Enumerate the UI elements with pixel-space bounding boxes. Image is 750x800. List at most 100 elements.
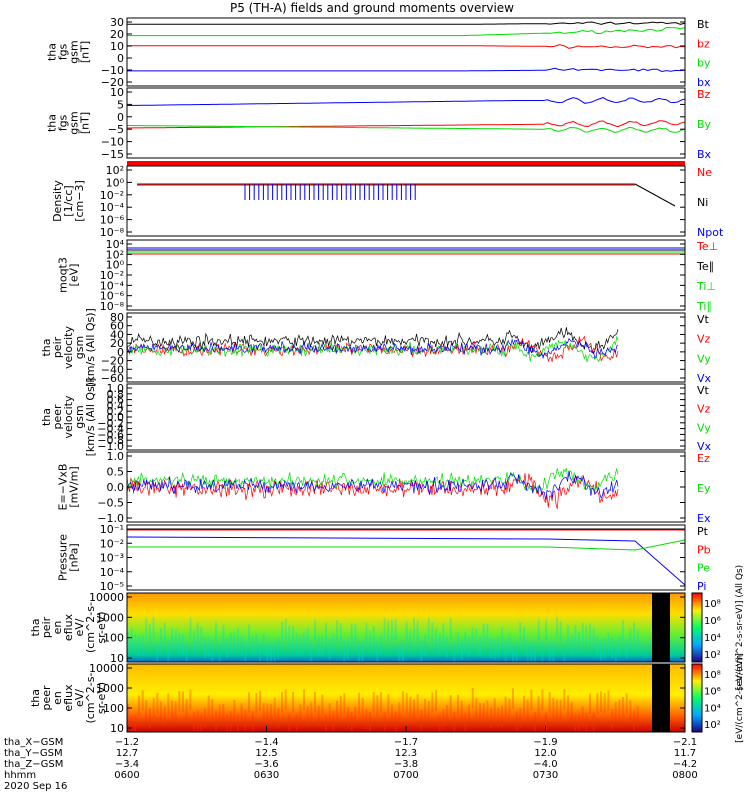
panel-3-marks [137,183,676,207]
spectrogram-streak [277,638,280,660]
spectrogram-streak [380,692,383,713]
legend-Bx: Bx [697,148,712,161]
ytick-label: −15 [101,148,124,161]
legend-Vx: Vx [697,372,712,385]
series-Pe [127,539,685,551]
spectrogram-streak [127,704,129,725]
spectrogram-streak [541,689,544,710]
spectrogram-streak [537,619,540,641]
spectrogram-streak [339,623,342,644]
spectrogram-streak [431,692,434,713]
spectrogram-streak [493,698,496,719]
spectrogram-streak [618,636,621,657]
data-gap [652,664,670,732]
legend-Ez: Ez [697,452,710,465]
spectrogram-streak [361,698,364,719]
spectrogram-streak [394,711,397,732]
spectrogram [127,664,685,732]
spectrogram-streak [508,698,511,720]
spectrogram-streak [512,644,515,662]
spectrogram-streak [262,702,265,724]
legend-Ti∥: Ti∥ [696,300,712,313]
spectrogram-streak [548,692,551,713]
spectrogram-streak [365,622,368,644]
xaxis-value: −3.6 [254,759,278,770]
xaxis-value: 0600 [114,770,139,781]
legend-Te∥: Te∥ [696,260,714,273]
spectrogram-streak [515,642,518,662]
spectrogram-streak [611,709,614,730]
spectrogram-streak [339,695,342,717]
spectrogram-streak [251,711,254,732]
spectrogram-streak [174,701,177,722]
ytick-label: 10 [110,652,124,665]
ytick-label: −0.8 [97,434,124,447]
spectrogram-streak [453,711,456,732]
spectrogram-streak [149,707,152,729]
ytick-label: 10⁻² [100,189,124,202]
colorbar-tick: 10⁴ [704,703,721,714]
xaxis-row-label: tha_Y−GSM [4,748,63,759]
series-black [127,327,619,355]
spectrogram-streak [343,693,346,714]
spectrogram-streak [442,623,445,645]
panel-2-marks [127,97,685,133]
spectrogram-streak [519,707,522,729]
ytick-label: −60 [101,372,124,385]
spectrogram-streak [328,703,331,724]
spectrogram-streak [358,643,361,662]
series-bz [127,44,685,49]
legend-Bz: Bz [697,88,711,101]
spectrogram-streak [409,629,412,650]
legend-Vz: Vz [697,403,711,416]
ylabel: thafgsgsm[nT] [46,111,92,134]
ytick-label: −10 [101,64,124,77]
spectrogram-streak [189,617,192,639]
colorbar-tick: 10⁸ [704,599,721,610]
panel-7-marks [127,467,619,509]
xaxis-value: −1.2 [115,737,139,748]
spectrogram-streak [618,699,621,721]
spectrogram-streak [614,641,617,662]
spectrogram-streak [570,634,573,656]
xaxis-value: 0800 [672,770,697,781]
series-blue [127,470,619,501]
spectrogram-streak [127,631,129,653]
spectrogram-streak [435,690,438,711]
spectrogram-streak [526,699,529,720]
spectrogram-streak [303,689,306,710]
legend-Ti⊥: Ti⊥ [696,280,716,293]
spectrogram-streak [299,634,302,655]
panel-frame [126,165,686,237]
spectrogram-streak [402,691,405,712]
panel-frame [126,87,686,159]
spectrogram-streak [182,691,185,713]
spectrogram-streak [310,701,313,723]
spectrogram-streak [240,703,243,724]
spectrogram-streak [534,712,537,732]
spectrogram-streak [237,714,240,732]
spectrogram-streak [244,709,247,731]
spectrogram-streak [200,627,203,648]
spectrogram-streak [559,699,562,721]
spectrogram-streak [607,632,610,654]
spectrogram-streak [490,707,493,729]
spectrogram-streak [215,710,218,731]
panel-10: 10000 1000 100 10thapeerenefluxeV/(cm^2-s-s… [29,653,745,743]
series-By [127,125,685,133]
spectrogram-streak [152,617,155,639]
spectrogram-streak [424,634,427,656]
spectrogram-streak [387,620,390,642]
spectrogram-streak [299,704,302,725]
spectrogram-streak [519,622,522,643]
ytick-label: 100 [103,702,124,715]
spectrogram-streak [416,620,419,642]
spectrogram-streak [204,707,207,729]
spectrogram-streak [589,693,592,715]
xaxis-date: 2020 Sep 16 [4,781,67,792]
plot-title: P5 (TH-A) fields and ground moments over… [230,1,514,15]
colorbar-tick: 10⁸ [704,670,721,681]
spectrogram-streak [552,697,555,719]
spectrogram-streak [581,706,584,727]
